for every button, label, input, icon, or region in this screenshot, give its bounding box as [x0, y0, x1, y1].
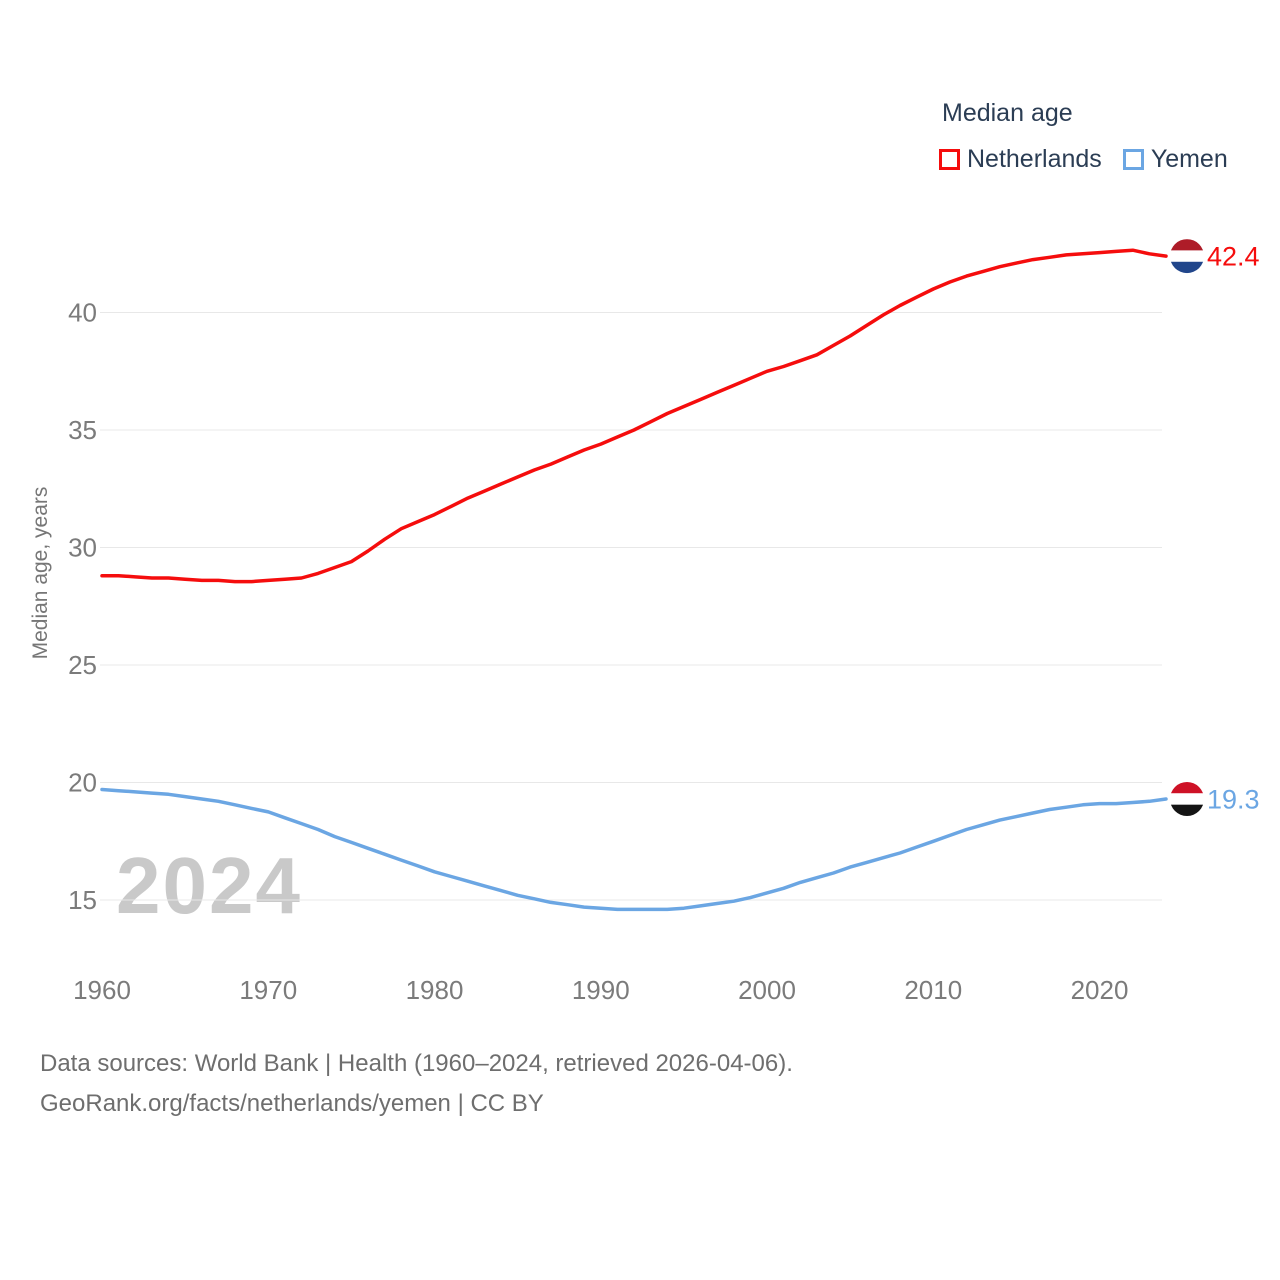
- legend-items: Netherlands Yemen: [939, 145, 1228, 174]
- gridlines: [100, 312, 1162, 901]
- legend: Median age Netherlands Yemen: [939, 99, 1228, 174]
- netherlands-end-value-label: 42.4: [1207, 242, 1260, 272]
- legend-item-netherlands[interactable]: Netherlands: [939, 145, 1102, 174]
- footer: Data sources: World Bank | Health (1960–…: [40, 1044, 793, 1124]
- x-tick-label: 1960: [73, 975, 131, 1005]
- legend-label-yemen: Yemen: [1150, 145, 1228, 173]
- x-tick-label: 1970: [239, 975, 297, 1005]
- yemen-end-value-label: 19.3: [1207, 785, 1260, 815]
- y-tick-label: 30: [68, 533, 97, 563]
- x-tick-label: 1990: [572, 975, 630, 1005]
- y-axis-tick-labels: 15 20 25 30 35 40: [68, 298, 97, 916]
- yemen-line: [100, 787, 1168, 912]
- netherlands-swatch-icon: [939, 149, 960, 170]
- yemen-flag-icon: [1170, 782, 1204, 816]
- x-tick-label: 2010: [904, 975, 962, 1005]
- x-tick-label: 1980: [406, 975, 464, 1005]
- y-tick-label: 40: [68, 298, 97, 328]
- legend-title: Median age: [942, 99, 1073, 127]
- legend-item-yemen[interactable]: Yemen: [1122, 145, 1228, 174]
- y-tick-label: 15: [68, 885, 97, 915]
- y-tick-label: 20: [68, 768, 97, 798]
- legend-label-netherlands: Netherlands: [967, 145, 1102, 173]
- data-sources-line: Data sources: World Bank | Health (1960–…: [40, 1050, 793, 1077]
- netherlands-line: [100, 248, 1168, 584]
- x-tick-label: 2020: [1071, 975, 1129, 1005]
- netherlands-flag-icon: [1170, 239, 1204, 274]
- yemen-swatch-icon: [1122, 149, 1144, 170]
- x-tick-label: 2000: [738, 975, 796, 1005]
- x-axis-tick-labels: 1960 1970 1980 1990 2000 2010 2020: [73, 975, 1128, 1005]
- y-tick-label: 35: [68, 415, 97, 445]
- watermark-year: 2024: [116, 841, 302, 930]
- y-tick-label: 25: [68, 650, 97, 680]
- y-axis-title: Median age, years: [29, 486, 52, 660]
- series-lines: [100, 248, 1168, 912]
- attribution-line: GeoRank.org/facts/netherlands/yemen | CC…: [40, 1090, 544, 1117]
